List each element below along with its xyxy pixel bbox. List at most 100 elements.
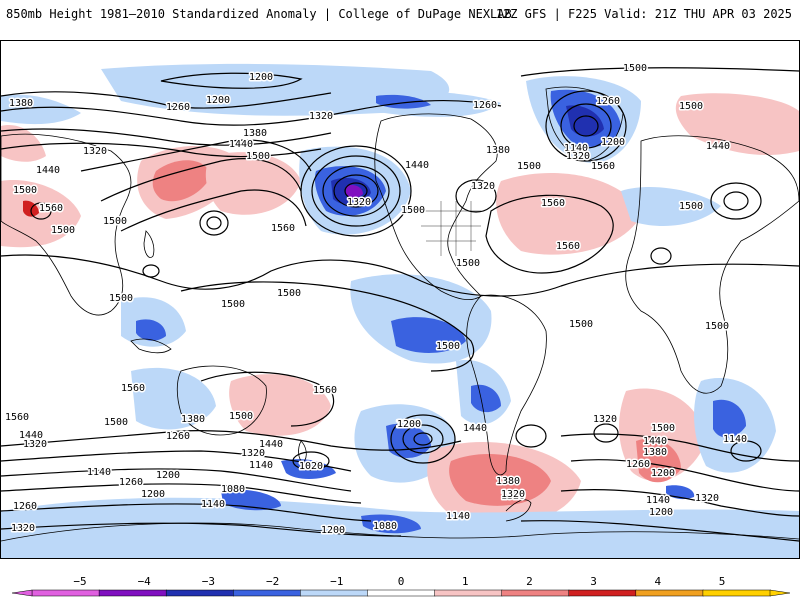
contour-ring (300, 145, 412, 237)
contour-label: 1380 (181, 414, 205, 425)
contour-label: 1500 (401, 205, 425, 216)
anomaly-positive-region (636, 438, 681, 483)
coastline-japan (143, 230, 155, 258)
political-borders (416, 201, 481, 256)
anomaly-negative-region (1, 94, 81, 125)
anomaly-positive-region (449, 453, 551, 506)
contour-line (570, 459, 799, 492)
contour-label: 1560 (556, 241, 580, 252)
contour-label: 1320 (501, 491, 525, 502)
anomaly-positive-region (205, 152, 301, 215)
contour-ring (560, 103, 612, 149)
contour-label: 1500 (109, 293, 133, 304)
anomaly-negative-region (391, 317, 466, 353)
contour-label: 1440 (463, 423, 487, 434)
map-canvas: 1380 1440 1320 1500 1560 1500 1500 1200 … (1, 62, 799, 558)
contour-label: 1140 (249, 460, 273, 471)
contour-line (1, 522, 402, 537)
contour-line (1, 254, 799, 297)
contour-ring (402, 424, 444, 454)
contour-line (1, 99, 502, 126)
contour-line (1, 483, 362, 504)
colorbar-tick-label: −1 (330, 575, 343, 588)
contour-ring (573, 115, 599, 137)
contour-label: 1260 (596, 96, 620, 107)
contour-label: 1380 (643, 447, 667, 458)
contour-label: 1560 (5, 412, 29, 423)
contour-ring (515, 424, 547, 448)
contour-label: 1260 (166, 102, 190, 113)
contour-label: 1560 (271, 223, 295, 234)
height-contours (1, 67, 799, 542)
contour-label: 1260 (473, 100, 497, 111)
colorbar-tick-label: −2 (266, 575, 279, 588)
contour-label: 1200 (396, 419, 420, 430)
contour-line (180, 281, 475, 372)
colorbar-arrow-left (11, 589, 33, 597)
coastline-europe-africa (625, 135, 799, 394)
colorbar-segment (31, 589, 100, 597)
colorbar-tick-label: 1 (462, 575, 469, 588)
contour-ring (710, 182, 762, 220)
contour-ring (413, 432, 433, 446)
contour-line (560, 489, 799, 517)
contour-label: 1440 (19, 430, 43, 441)
colorbar-tick-label: 3 (590, 575, 597, 588)
anomaly-positive-region (496, 173, 641, 255)
contour-label: 1320 (593, 414, 617, 425)
contour-label: 1500 (436, 341, 460, 352)
contour-label: 1260 (119, 477, 143, 488)
contour-label: 1260 (626, 459, 650, 470)
contour-label: 1320 (83, 146, 107, 157)
contour-label: 1380 (9, 98, 33, 109)
contour-label: 1200 (397, 419, 421, 430)
contour-ring (292, 451, 330, 471)
anomaly-negative-region (621, 186, 721, 226)
contour-label: 1440 (36, 165, 60, 176)
map-header: 850mb Height 1981–2010 Standardized Anom… (0, 0, 800, 30)
contour-label: 1500 (103, 216, 127, 227)
contour-label: 1260 (166, 431, 190, 442)
contour-label: 1500 (705, 321, 729, 332)
contour-label: 1200 (156, 470, 180, 481)
colorbar-segment (434, 589, 503, 597)
contour-label: 1320 (695, 493, 719, 504)
contour-line (485, 194, 614, 274)
coastline-antarctica (1, 522, 799, 542)
contour-ring (390, 414, 456, 464)
contour-label: 1380 (486, 145, 510, 156)
contour-label: 1560 (591, 161, 615, 172)
colorbar-tick-label: −3 (202, 575, 215, 588)
anomaly-negative-region (136, 319, 166, 341)
anomaly-positive-region (1, 180, 81, 248)
contour-label: 1080 (221, 484, 245, 495)
contour-label: 1020 (299, 461, 323, 472)
contour-label: 1500 (246, 151, 270, 162)
colorbar-segment (300, 589, 369, 597)
colorbar-segment (233, 589, 302, 597)
anomaly-negative-region (101, 63, 450, 116)
contour-label: 1560 (39, 203, 63, 214)
contour-line (1, 468, 352, 492)
contour-label: 1320 (471, 181, 495, 192)
contour-line (560, 433, 799, 462)
contour-label: 1140 (564, 143, 588, 154)
contour-label: 1320 (566, 151, 590, 162)
contour-label: 1200 (651, 468, 675, 479)
contour-label: 1500 (277, 288, 301, 299)
colorbar-segment (635, 589, 704, 597)
anomaly-negative-region (566, 105, 604, 137)
coastline-antarctic-peninsula (505, 499, 532, 522)
contour-line (1, 91, 332, 109)
contour-ring (650, 247, 672, 265)
colorbar-arrow-right (769, 589, 791, 597)
coastline-south-america (466, 294, 547, 476)
contour-label: 1320 (501, 489, 525, 500)
anomaly-negative-region (131, 367, 216, 430)
colorbar-tick-label: 4 (654, 575, 661, 588)
colorbar-tick-label: 5 (719, 575, 726, 588)
contour-label: 1200 (601, 137, 625, 148)
contour-ring (322, 165, 390, 217)
contour-ring (593, 423, 619, 443)
contour-label: 1500 (623, 63, 647, 74)
